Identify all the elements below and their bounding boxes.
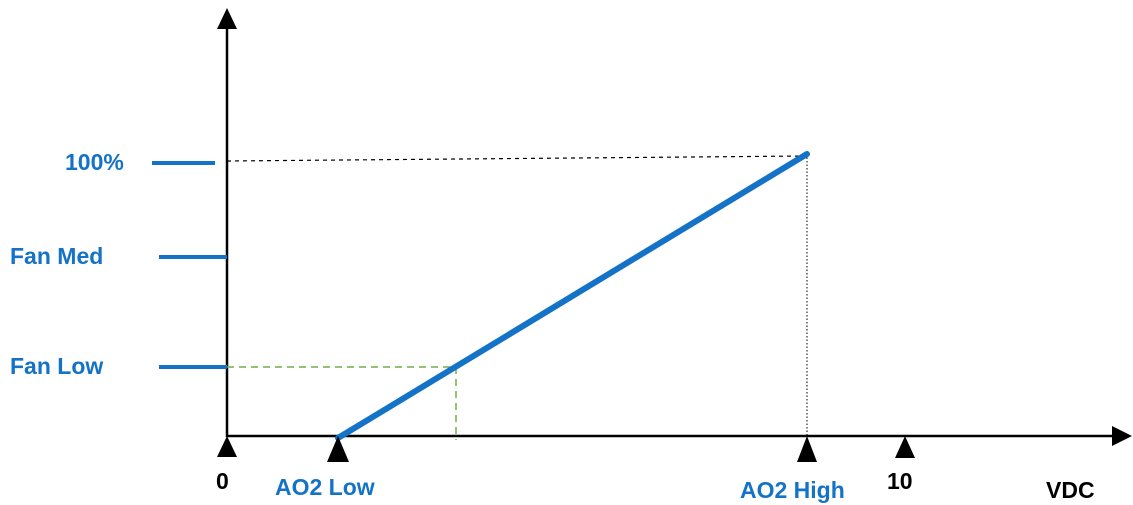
guide-100-horizontal bbox=[226, 155, 808, 162]
label-fan-low: Fan Low bbox=[10, 353, 103, 379]
label-ten: 10 bbox=[887, 468, 913, 494]
label-zero: 0 bbox=[216, 468, 229, 494]
label-ao2-high: AO2 High bbox=[740, 477, 845, 503]
marker-zero bbox=[217, 436, 237, 457]
label-fan-med: Fan Med bbox=[10, 243, 103, 269]
y-axis-arrow bbox=[217, 8, 237, 29]
fan-ramp-line bbox=[335, 151, 810, 441]
x-axis-arrow bbox=[1112, 426, 1132, 446]
label-unit-vdc: VDC bbox=[1046, 477, 1095, 503]
label-ao2-low: AO2 Low bbox=[275, 474, 375, 500]
marker-ten bbox=[895, 436, 915, 458]
marker-ao2-high bbox=[797, 436, 817, 462]
marker-ao2-low bbox=[327, 436, 349, 462]
label-100-percent: 100% bbox=[65, 149, 124, 175]
